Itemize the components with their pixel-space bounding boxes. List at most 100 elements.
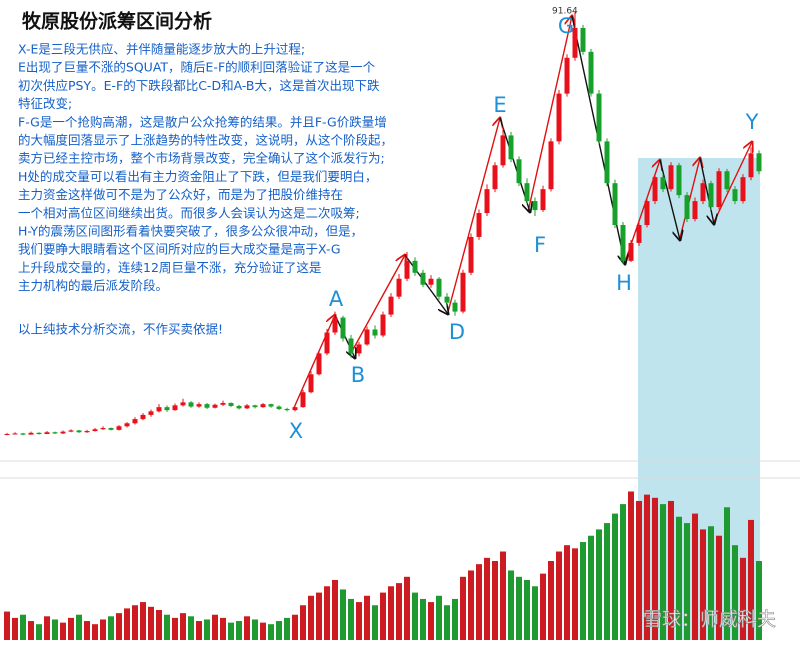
volume-bar	[412, 592, 418, 640]
candle-body	[388, 296, 394, 315]
point-label: F	[534, 233, 546, 257]
volume-bar	[612, 513, 618, 640]
volume-bar	[532, 586, 538, 640]
trend-arrow	[349, 255, 405, 356]
candle-body	[356, 344, 362, 354]
trend-arrow	[659, 159, 680, 240]
volume-bar	[188, 616, 194, 640]
candle-body	[644, 201, 650, 225]
candle-body	[100, 428, 106, 430]
candle-body	[652, 177, 658, 202]
candle-body	[380, 314, 386, 336]
candle-body	[540, 189, 546, 211]
candle-body	[36, 432, 42, 435]
point-label: H	[616, 271, 632, 295]
volume-bar	[436, 595, 442, 640]
candle-body	[548, 141, 554, 190]
volume-bar	[740, 557, 746, 640]
candle-body	[420, 272, 426, 285]
candle-body	[108, 428, 114, 430]
volume-bar	[644, 494, 650, 640]
candle-body	[460, 272, 466, 312]
volume-bar	[84, 621, 90, 640]
candle-body	[564, 57, 570, 94]
candle-body	[716, 171, 722, 208]
candle-body	[316, 353, 322, 375]
candle-body	[628, 242, 634, 261]
volume-bar	[708, 526, 714, 640]
analysis-line: H处的成交量可以看出有主力资金阻止了下跌，但是我们要明白，	[18, 169, 377, 184]
analysis-line: 的大幅度回落显示了上涨趋势的特性改变，这说明，从这个阶段起，	[18, 133, 393, 148]
marks: 91.64	[4, 7, 762, 640]
volume-bar	[484, 557, 490, 640]
candle-body	[196, 404, 202, 407]
volume-bar	[364, 595, 370, 640]
volume-bar	[652, 497, 658, 640]
volume-bar	[372, 605, 378, 640]
volume-bar	[476, 564, 482, 640]
volume-bar	[420, 598, 426, 640]
candle-body	[276, 406, 282, 409]
candle-body	[348, 338, 354, 354]
trend-arrow	[713, 142, 752, 223]
volume-bar	[124, 608, 130, 640]
analysis-line: 主力资金这样做可不是为了公众好，而是为了把股价维持在	[18, 187, 343, 202]
volume-bar	[76, 614, 82, 640]
volume-bar	[636, 500, 642, 640]
candle-body	[332, 317, 338, 333]
analysis-line: X-E是三段无供应、并伴随量能逐步放大的上升过程;	[18, 42, 305, 57]
volume-bar	[276, 621, 282, 640]
candle-body	[284, 408, 290, 411]
volume-bar	[348, 598, 354, 640]
candle-body	[452, 302, 458, 312]
analysis-line: 特征改变;	[18, 96, 72, 111]
candle-body	[588, 51, 594, 94]
candle-body	[188, 402, 194, 407]
candle-body	[396, 278, 402, 297]
candle-body	[444, 296, 450, 303]
volume-bar	[460, 576, 466, 640]
candle-body	[124, 423, 130, 427]
volume-bar	[588, 535, 594, 640]
candle-body	[580, 27, 586, 52]
volume-bar	[12, 617, 18, 640]
candle-body	[468, 236, 474, 273]
point-label: E	[493, 93, 506, 117]
candle-body	[412, 260, 418, 273]
volume-bar	[92, 624, 98, 640]
candle-body	[12, 433, 18, 435]
volume-bar	[380, 592, 386, 640]
candle-body	[428, 278, 434, 285]
trend-arrow	[527, 16, 572, 213]
volume-bar	[700, 529, 706, 640]
candle-body	[244, 405, 250, 409]
trend-arrow	[292, 315, 335, 411]
volume-bar	[732, 545, 738, 640]
candle-body	[684, 195, 690, 220]
volume-bar	[316, 592, 322, 640]
candle-body	[748, 153, 754, 178]
candle-body	[692, 201, 698, 220]
volume-bar	[220, 617, 226, 640]
volume-bar	[132, 605, 138, 640]
volume-bar	[508, 570, 514, 640]
candle-body	[604, 141, 610, 184]
volume-bar	[468, 570, 474, 640]
volume-bar	[148, 606, 154, 640]
volume-bar	[756, 561, 762, 640]
candle-body	[676, 165, 682, 196]
volume-bar	[396, 583, 402, 640]
volume-bar	[564, 545, 570, 640]
volume-bar	[252, 619, 258, 640]
candle-body	[212, 404, 218, 408]
watermark: 雪球：师威科夫	[643, 609, 776, 631]
volume-bar	[692, 513, 698, 640]
candle-body	[476, 213, 482, 237]
candle-body	[612, 183, 618, 225]
volume-bar	[4, 611, 10, 640]
volume-bar	[20, 614, 26, 640]
candle-body	[372, 329, 378, 336]
candle-body	[620, 225, 626, 261]
candle-body	[92, 429, 98, 432]
